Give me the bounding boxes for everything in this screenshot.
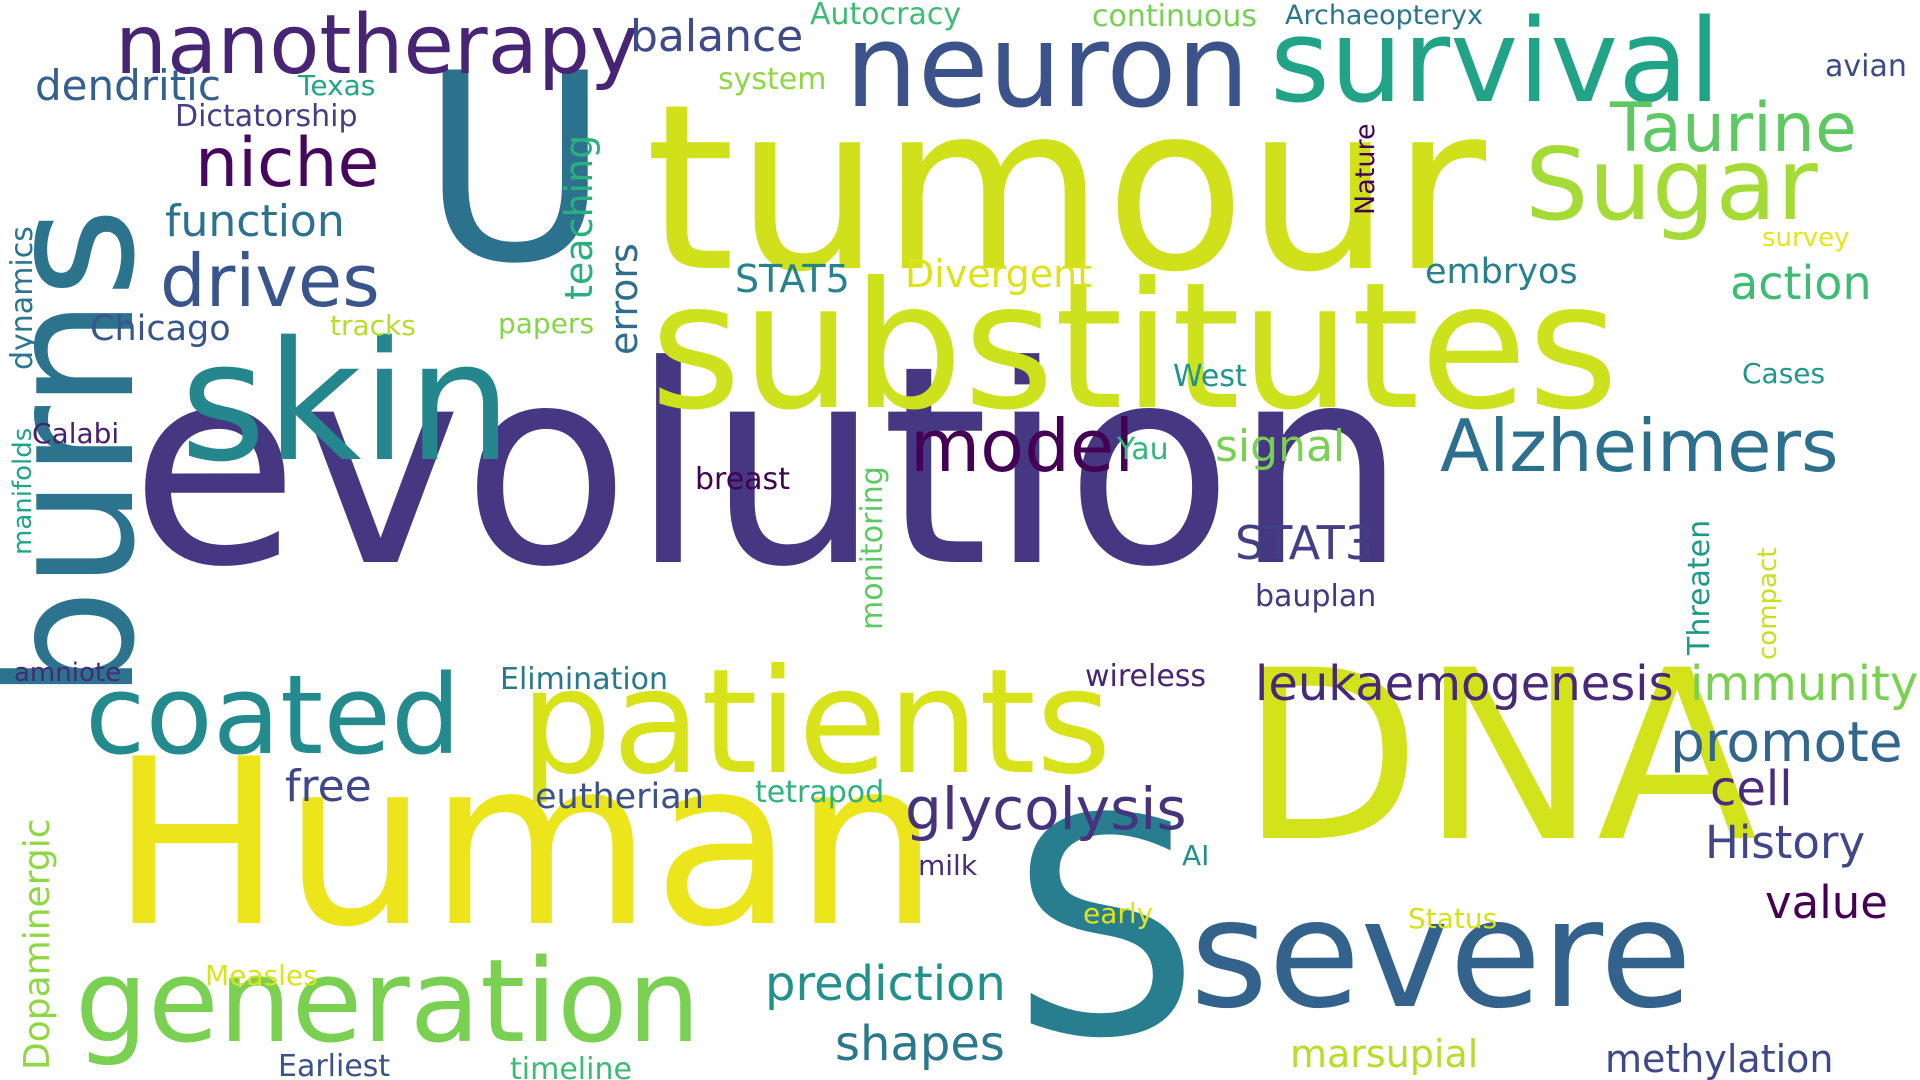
word: manifolds (8, 427, 38, 555)
word: coated (85, 651, 461, 779)
word: Dopaminergic (17, 818, 58, 1070)
word: Elimination (500, 662, 669, 697)
word: methylation (1605, 1037, 1834, 1080)
word: generation (75, 935, 701, 1069)
word: West (1173, 359, 1247, 394)
word: Calabi (32, 417, 120, 450)
word: avian (1825, 49, 1907, 84)
word: Archaeopteryx (1285, 0, 1484, 31)
word: survival (1270, 0, 1721, 129)
word: free (285, 761, 372, 812)
word: prediction (765, 956, 1006, 1012)
word: Measles (205, 959, 318, 992)
word: AI (1182, 839, 1210, 872)
word: Nature (1350, 123, 1381, 215)
word: monitoring (855, 466, 890, 630)
word: tumour (645, 56, 1487, 323)
word: Dictatorship (175, 99, 358, 134)
word: amniote (14, 658, 122, 688)
word: niche (195, 124, 380, 203)
word: U (420, 19, 611, 321)
word: neuron (845, 0, 1250, 134)
word: patients (520, 638, 1112, 807)
word: eutherian (535, 777, 704, 817)
word: immunity (1690, 656, 1919, 712)
word: leukaemogenesis (1255, 656, 1674, 712)
word: History (1705, 816, 1866, 869)
word: dynamics (5, 226, 40, 370)
word: STAT5 (735, 257, 850, 301)
word: model (910, 404, 1135, 488)
word: Alzheimers (1440, 404, 1839, 488)
word: Autocracy (810, 0, 962, 32)
word: glycolysis (905, 775, 1187, 843)
word: promote (1670, 710, 1903, 774)
word: DNA (1240, 621, 1758, 894)
word: bauplan (1255, 579, 1377, 614)
word: marsupial (1290, 1032, 1479, 1076)
word: errors (602, 243, 646, 355)
word: teaching (557, 134, 601, 300)
word: tracks (330, 309, 416, 342)
word: value (1765, 876, 1888, 929)
word: substitutes (650, 246, 1619, 449)
word: evolution (130, 307, 1408, 627)
word: signal (1215, 421, 1346, 472)
word: breast (695, 462, 790, 497)
word: timeline (510, 1052, 632, 1080)
word: Threaten (1682, 519, 1717, 655)
word: Earliest (278, 1049, 391, 1080)
word: severe (1190, 868, 1693, 1042)
word: compact (1753, 547, 1783, 660)
word: Taurine (1610, 89, 1857, 168)
word: Cases (1742, 357, 1826, 390)
word: Texas (298, 69, 376, 102)
word: skin (180, 306, 512, 498)
word: continuous (1092, 0, 1257, 34)
word: embryos (1425, 252, 1578, 292)
word: Chicago (90, 309, 231, 349)
word: S (1010, 755, 1201, 1080)
word: early (1083, 897, 1154, 930)
word: drives (160, 239, 380, 323)
word: Sugar (1525, 126, 1818, 243)
word: Divergent (905, 252, 1093, 296)
word: Yau (1117, 432, 1169, 467)
word: wireless (1085, 659, 1207, 694)
word: STAT3 (1235, 516, 1374, 570)
word: milk (918, 849, 978, 882)
word: action (1730, 256, 1872, 310)
word: system (718, 62, 827, 97)
word: dendritic (35, 61, 221, 110)
word: Status (1408, 902, 1498, 935)
word: cell (1710, 761, 1793, 817)
word: Human (110, 711, 940, 978)
word: shapes (835, 1016, 1005, 1072)
word: papers (498, 307, 595, 340)
word: nanotherapy (115, 0, 639, 93)
word: survey (1762, 223, 1850, 253)
word: function (165, 196, 345, 247)
word: balance (630, 11, 804, 62)
word: tetrapod (755, 775, 885, 810)
